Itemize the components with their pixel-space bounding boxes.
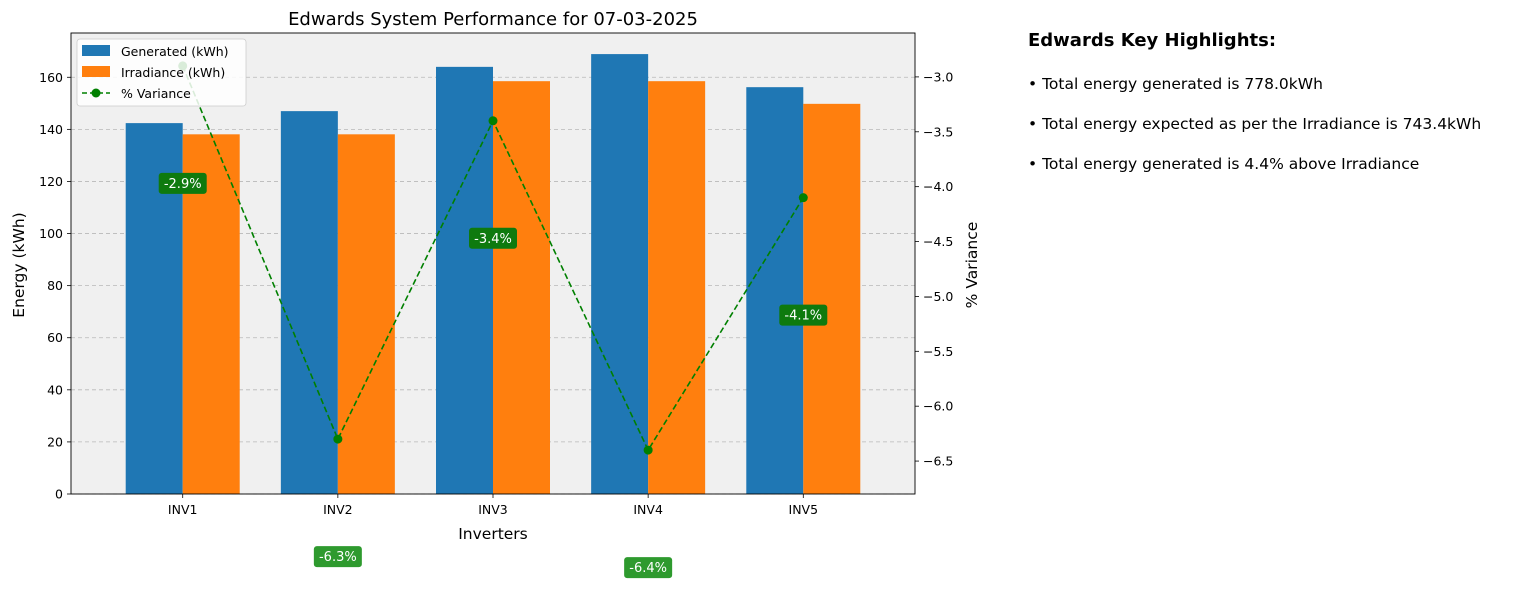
bar-irradiance: [803, 103, 861, 494]
y2-tick-label: −5.0: [923, 289, 953, 304]
variance-data-label: -4.1%: [784, 309, 822, 324]
y-tick-label: 160: [39, 70, 63, 85]
bar-irradiance: [648, 81, 706, 494]
y2-tick-label: −6.5: [923, 454, 953, 469]
bar-generated: [746, 87, 804, 494]
x-tick-label: INV5: [789, 502, 819, 517]
key-highlights-panel: Edwards Key Highlights: • Total energy g…: [1028, 30, 1523, 195]
plot-frame: [70, 32, 916, 495]
variance-data-label: -6.4%: [629, 561, 667, 576]
variance-point: [643, 445, 653, 455]
x-tick-label: INV4: [633, 502, 663, 517]
variance-label-box: [779, 304, 828, 326]
y2-tick-label: −3.5: [923, 124, 953, 139]
variance-data-label: -2.9%: [164, 177, 202, 192]
chart-title: Edwards System Performance for 07-03-202…: [288, 9, 698, 30]
performance-chart: Edwards System Performance for 07-03-202…: [10, 9, 981, 579]
x-tick-label: INV2: [323, 502, 353, 517]
variance-data-label: -3.4%: [474, 232, 512, 247]
variance-point: [333, 434, 343, 444]
bar-generated: [280, 111, 338, 494]
x-axis-label: Inverters: [458, 525, 528, 543]
y-tick-label: 100: [39, 226, 63, 241]
variance-label-box: [158, 172, 207, 194]
y2-tick-label: −4.5: [923, 234, 953, 249]
y-tick-label: 140: [39, 122, 63, 137]
legend-box: [76, 38, 247, 107]
y-tick-label: 40: [47, 382, 63, 397]
x-tick-label: INV1: [168, 502, 198, 517]
highlight-item-above-irradiance: • Total energy generated is 4.4% above I…: [1028, 155, 1420, 173]
y2-tick-label: −6.0: [923, 399, 953, 414]
legend-swatch-variance-marker: [91, 88, 101, 98]
bar-irradiance: [493, 81, 550, 494]
y2-axis-label: % Variance: [963, 222, 981, 309]
legend-swatch-generated: [82, 45, 110, 56]
variance-label-box: [313, 546, 362, 568]
bar-generated: [591, 54, 649, 494]
bar-irradiance: [182, 134, 240, 494]
variance-data-label: -6.3%: [319, 550, 357, 565]
variance-point: [488, 116, 498, 126]
y2-tick-label: −5.5: [923, 344, 953, 359]
legend-swatch-irradiance: [82, 66, 110, 77]
variance-label-box: [469, 227, 517, 249]
y-tick-label: 0: [55, 487, 63, 502]
highlights-title: Edwards Key Highlights:: [1028, 30, 1277, 51]
highlight-item-total-generated: • Total energy generated is 778.0kWh: [1028, 75, 1323, 93]
variance-point: [798, 193, 808, 203]
legend-entry: Irradiance (kWh): [121, 65, 225, 80]
legend-entry: Generated (kWh): [121, 44, 229, 59]
legend-entry: % Variance: [121, 86, 191, 101]
chart-legend: Generated (kWh) Irradiance (kWh) % Varianc…: [76, 38, 247, 107]
y2-tick-label: −3.0: [923, 69, 953, 84]
variance-label-box: [624, 557, 673, 579]
bar-generated: [436, 66, 493, 494]
bar-irradiance: [337, 134, 395, 494]
y-tick-label: 20: [47, 434, 63, 449]
y2-tick-label: −4.0: [923, 179, 953, 194]
y-tick-label: 60: [47, 330, 63, 345]
y-tick-label: 120: [39, 174, 63, 189]
x-tick-label: INV3: [478, 502, 508, 517]
y-axis-label: Energy (kWh): [10, 212, 28, 317]
highlight-item-total-expected: • Total energy expected as per the Irrad…: [1028, 115, 1482, 133]
y-tick-label: 80: [47, 278, 63, 293]
